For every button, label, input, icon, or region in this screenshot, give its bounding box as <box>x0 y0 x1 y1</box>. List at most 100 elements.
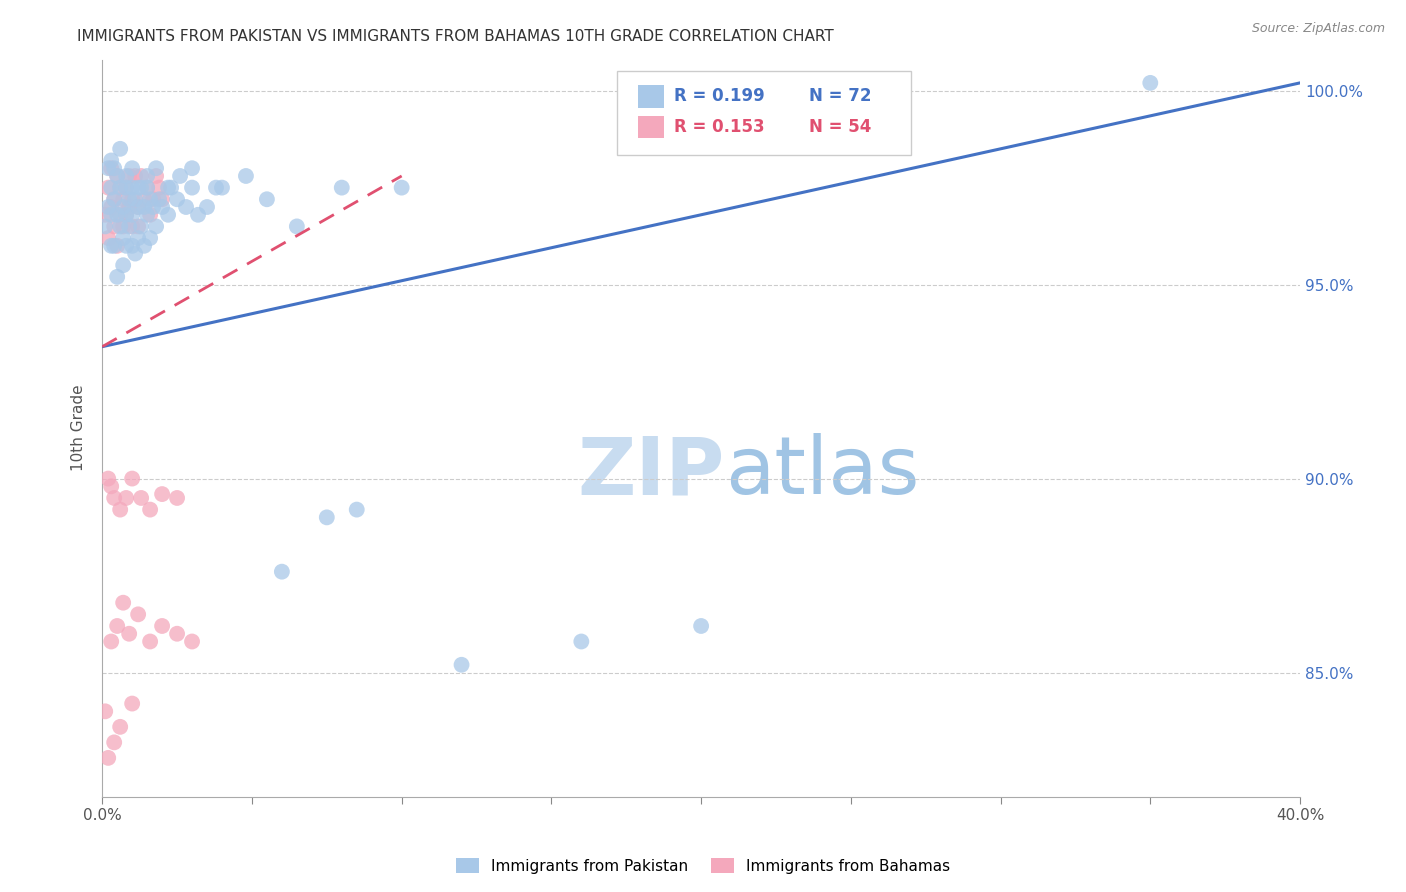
Text: ZIP: ZIP <box>578 434 725 511</box>
Point <box>285 219 308 234</box>
Point <box>97 472 120 486</box>
Point <box>157 208 180 222</box>
Point <box>112 192 135 206</box>
Point <box>391 180 413 194</box>
Point <box>121 180 143 194</box>
Point <box>112 200 135 214</box>
Point <box>105 208 128 222</box>
Text: R = 0.153: R = 0.153 <box>673 118 765 136</box>
Point <box>346 502 368 516</box>
Point <box>118 626 141 640</box>
Point <box>118 200 141 214</box>
Bar <box>638 116 664 138</box>
Point <box>139 208 162 222</box>
Point <box>105 269 128 284</box>
Point <box>100 180 122 194</box>
Point <box>127 231 149 245</box>
Point <box>145 219 167 234</box>
Point <box>330 180 353 194</box>
Point <box>121 697 143 711</box>
Point <box>169 169 191 183</box>
Point <box>166 192 188 206</box>
Point <box>108 208 131 222</box>
Point <box>139 502 162 516</box>
Point <box>97 231 120 245</box>
Point <box>108 502 131 516</box>
Point <box>103 491 125 505</box>
Point <box>118 192 141 206</box>
Point <box>136 180 159 194</box>
Point <box>127 180 149 194</box>
Point <box>105 169 128 183</box>
Text: N = 72: N = 72 <box>808 87 872 104</box>
Point <box>129 219 152 234</box>
Bar <box>638 86 664 108</box>
Point <box>181 161 204 176</box>
Point <box>118 219 141 234</box>
Text: IMMIGRANTS FROM PAKISTAN VS IMMIGRANTS FROM BAHAMAS 10TH GRADE CORRELATION CHART: IMMIGRANTS FROM PAKISTAN VS IMMIGRANTS F… <box>77 29 834 44</box>
Point <box>97 180 120 194</box>
Point <box>115 169 138 183</box>
Point <box>112 596 135 610</box>
Point <box>108 142 131 156</box>
Point <box>103 219 125 234</box>
Point <box>129 180 152 194</box>
Point <box>112 231 135 245</box>
Point <box>112 258 135 272</box>
Point <box>121 239 143 253</box>
Point <box>94 704 117 718</box>
Point <box>195 200 218 214</box>
Point <box>270 565 292 579</box>
Point <box>136 208 159 222</box>
Point <box>150 200 173 214</box>
Point <box>166 491 188 505</box>
Point <box>100 161 122 176</box>
Point <box>127 200 149 214</box>
Point <box>97 751 120 765</box>
Point <box>94 219 117 234</box>
Point <box>100 200 122 214</box>
Point <box>1139 76 1161 90</box>
Point <box>105 239 128 253</box>
Point <box>142 200 165 214</box>
Point <box>124 192 146 206</box>
Text: atlas: atlas <box>725 434 920 511</box>
Point <box>121 472 143 486</box>
Point <box>108 720 131 734</box>
Y-axis label: 10th Grade: 10th Grade <box>72 384 86 472</box>
Point <box>139 231 162 245</box>
Point <box>115 491 138 505</box>
Point <box>127 200 149 214</box>
Point <box>94 208 117 222</box>
Point <box>129 169 152 183</box>
Text: N = 54: N = 54 <box>808 118 872 136</box>
Point <box>121 219 143 234</box>
Point <box>97 161 120 176</box>
Point <box>105 169 128 183</box>
Point <box>181 180 204 194</box>
Point <box>235 169 257 183</box>
Point <box>148 180 170 194</box>
Point <box>145 169 167 183</box>
Point <box>100 208 122 222</box>
Legend: Immigrants from Pakistan, Immigrants from Bahamas: Immigrants from Pakistan, Immigrants fro… <box>450 852 956 880</box>
Point <box>569 634 592 648</box>
Text: R = 0.199: R = 0.199 <box>673 87 765 104</box>
Point <box>139 634 162 648</box>
Point <box>187 208 209 222</box>
Point <box>205 180 228 194</box>
Point <box>150 619 173 633</box>
Point <box>103 161 125 176</box>
Point <box>103 192 125 206</box>
Point <box>112 219 135 234</box>
Point <box>315 510 337 524</box>
Point <box>174 200 197 214</box>
Point <box>124 246 146 260</box>
Point <box>134 239 156 253</box>
Point <box>103 192 125 206</box>
Point <box>108 219 131 234</box>
Point <box>115 180 138 194</box>
Point <box>134 200 156 214</box>
Point <box>118 169 141 183</box>
Point <box>127 607 149 622</box>
